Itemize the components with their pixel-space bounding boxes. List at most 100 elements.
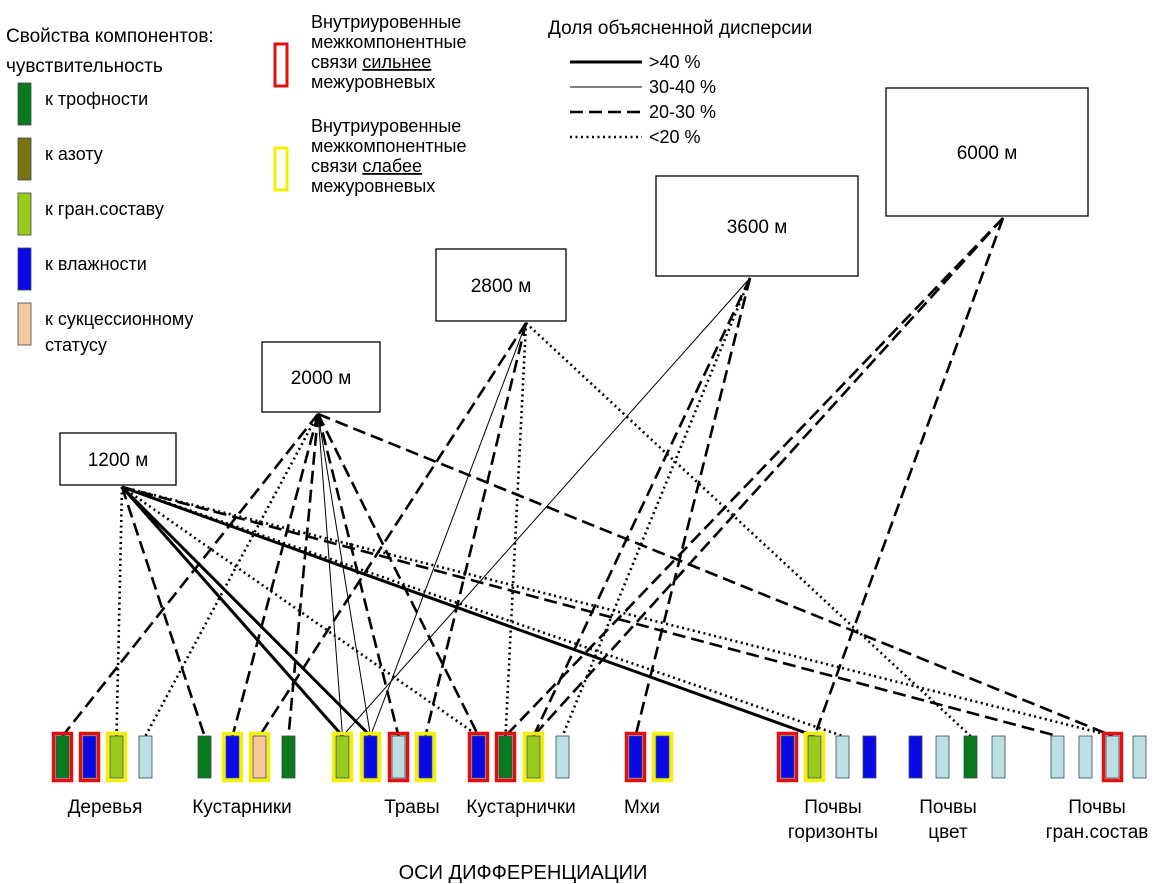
axis-fill-moisture [655,735,670,779]
axis-fill-none [835,735,850,779]
axis-fill-moisture [82,735,97,779]
group-label-soil_texture: Почвы гран.состав [1046,797,1149,843]
legend-swatch-granulometry: к гран.составу [17,192,164,236]
axis-fill-moisture [862,735,877,779]
axis-ax3 [138,735,153,779]
connection-2800-ax9-thin [370,322,527,737]
axis-border-stronger [51,731,74,783]
legends: Свойства компонентов: чувствительность к т… [6,12,812,355]
axis-ax17 [651,731,674,783]
legend-link-text: связи слабее [311,156,422,176]
axis-ax16 [624,731,647,783]
legend-swatch-trophic: к трофности [17,82,148,126]
connection-1200-ax4-dashed [120,486,206,737]
connection-1200-ax28-dotted [121,485,1113,738]
legend-variance-title: Доля объясненной дисперсии [548,18,812,39]
axis-ax6 [248,731,271,783]
level-label: 3600 м [727,217,788,238]
axis-fill-trophic [498,735,513,779]
connection-2000-ax9-thin [317,413,371,737]
axis-ax10 [387,731,410,783]
group-label-soil_horizons: Почвы горизонты [788,797,878,843]
legend-swatch-succession: к сукцессионному статусу [17,302,193,355]
axis-fill-granulometry [109,735,124,779]
axis-fill-moisture [908,735,923,779]
connection-3600-ax8-thin [342,277,751,737]
axis-fill-moisture [780,735,795,779]
axis-ax7 [281,735,296,779]
axis-fill-moisture [471,735,486,779]
axis-border-stronger [387,731,410,783]
axis-title: ОСИ ДИФФЕРЕНЦИАЦИИ [399,862,648,884]
group-label-trees: Деревья [68,797,143,818]
axis-border-stronger [624,731,647,783]
legend-label-succession: статусу [45,335,107,355]
axis-fill-none [555,735,570,779]
axis-ax28 [1101,731,1124,783]
swatch-succession [17,302,32,346]
axis-fill-none [935,735,950,779]
connection-6000-ax13-dashed [504,217,1004,737]
level-label: 6000 м [957,143,1018,164]
axis-ax20 [835,735,850,779]
axis-ax22 [908,735,923,779]
connection-2000-ax7-dashed [287,413,320,737]
axis-fill-trophic [281,735,296,779]
legend-variance: Доля объясненной дисперсии >40 % 30-40 % 20… [548,18,812,147]
axis-border-weaker [651,731,674,783]
connection-2000-ax5-dashed [231,413,320,737]
axis-ax19 [803,731,826,783]
variance-label-thick: >40 % [649,52,701,72]
differentiation-axes [51,731,1147,783]
connection-1200-ax12-dotted [121,485,480,738]
legend-label-nitrogen: к азоту [45,144,103,164]
connection-1200-ax2-dotted [115,486,124,737]
legend-swatch-moisture: к влажности [17,247,147,291]
axis-fill-moisture [225,735,240,779]
connection-2000-ax12-dashed [316,413,480,737]
legend-swatch-nitrogen: к азоту [17,137,103,181]
legend-components-title: Свойства компонентов: [6,26,214,47]
axis-border-stronger [78,731,101,783]
axis-ax25 [991,735,1006,779]
axis-fill-succession [252,735,267,779]
axis-border-weaker [331,731,354,783]
level-box-frame [885,87,1089,217]
connection-2000-ax8-thin [317,413,343,737]
connection-2800-ax24-dotted [525,322,972,737]
axis-ax13 [494,731,517,783]
level-box-3600: 3600 м [655,175,859,277]
level-box-1200: 1200 м [59,432,177,486]
variance-label-dotted: <20 % [649,127,701,147]
connection-lines [61,217,1113,738]
axis-fill-moisture [363,735,378,779]
axis-fill-none [991,735,1006,779]
axis-ax0 [51,731,74,783]
variance-label-thin: 30-40 % [649,77,716,97]
axis-fill-none [138,735,153,779]
level-box-2800: 2800 м [435,248,567,322]
legend-components-subtitle: чувствительность [6,56,163,77]
axis-ax23 [935,735,950,779]
legend-label-moisture: к влажности [45,254,147,274]
axis-ax2 [105,731,128,783]
level-label: 2000 м [291,368,352,389]
axis-fill-none [391,735,406,779]
connection-2800-ax13-dotted [504,322,528,737]
connection-2000-ax28-dashed [317,412,1113,738]
axis-fill-moisture [628,735,643,779]
level-box-frame [435,248,567,322]
axis-border-weaker [359,731,382,783]
group-label-mosses: Мхи [624,797,660,818]
axis-fill-none [1050,735,1065,779]
axis-border-weaker [248,731,271,783]
legend-link-text: межкомпонентные [311,136,466,156]
connection-6000-ax14-dashed [532,217,1004,737]
legend-link-text: межуровневых [311,176,435,196]
axis-fill-none [1105,735,1120,779]
connection-2000-ax0-dashed [61,413,320,737]
legend-components: Свойства компонентов: чувствительность к т… [6,26,214,355]
